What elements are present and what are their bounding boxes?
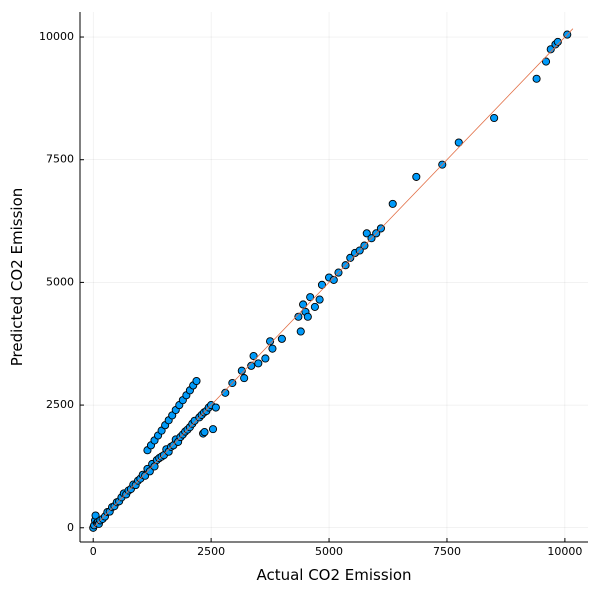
point — [249, 351, 258, 361]
x-tick-label: 0 — [90, 545, 97, 558]
point — [237, 366, 246, 375]
point — [454, 138, 463, 147]
point — [268, 344, 277, 353]
point — [145, 467, 154, 476]
x-axis-label: Actual CO2 Emission — [256, 566, 411, 584]
y-tick-label: 5000 — [46, 275, 74, 288]
x-tick-label: 5000 — [315, 545, 343, 558]
point — [306, 293, 315, 302]
point — [296, 327, 305, 336]
x-tick-label: 7500 — [433, 545, 461, 558]
point — [211, 403, 220, 412]
point — [546, 45, 555, 54]
point — [294, 312, 303, 321]
x-tick-label: 10000 — [547, 545, 582, 558]
reference-line — [92, 28, 574, 529]
point — [388, 199, 397, 208]
point — [240, 374, 249, 383]
point — [299, 300, 308, 309]
point — [247, 361, 256, 370]
y-tick-label: 7500 — [46, 153, 74, 166]
point — [261, 354, 270, 363]
point — [266, 337, 275, 346]
point — [303, 312, 312, 321]
point — [329, 275, 338, 284]
point — [192, 376, 201, 386]
point — [208, 425, 218, 434]
point — [254, 359, 263, 368]
point — [221, 388, 230, 397]
point — [490, 113, 499, 123]
y-tick-label: 2500 — [46, 398, 74, 411]
point — [317, 280, 327, 289]
point — [553, 37, 562, 46]
point — [346, 253, 355, 262]
point — [200, 428, 209, 437]
point — [412, 172, 421, 181]
point — [315, 295, 324, 304]
y-axis-label: Predicted CO2 Emission — [8, 188, 26, 367]
y-tick-label: 10000 — [39, 30, 74, 43]
point — [541, 57, 551, 66]
point — [277, 334, 286, 343]
point — [310, 302, 319, 311]
point — [362, 229, 371, 238]
x-tick-label: 2500 — [197, 545, 225, 558]
point — [532, 74, 541, 83]
y-tick-label: 0 — [67, 521, 74, 534]
